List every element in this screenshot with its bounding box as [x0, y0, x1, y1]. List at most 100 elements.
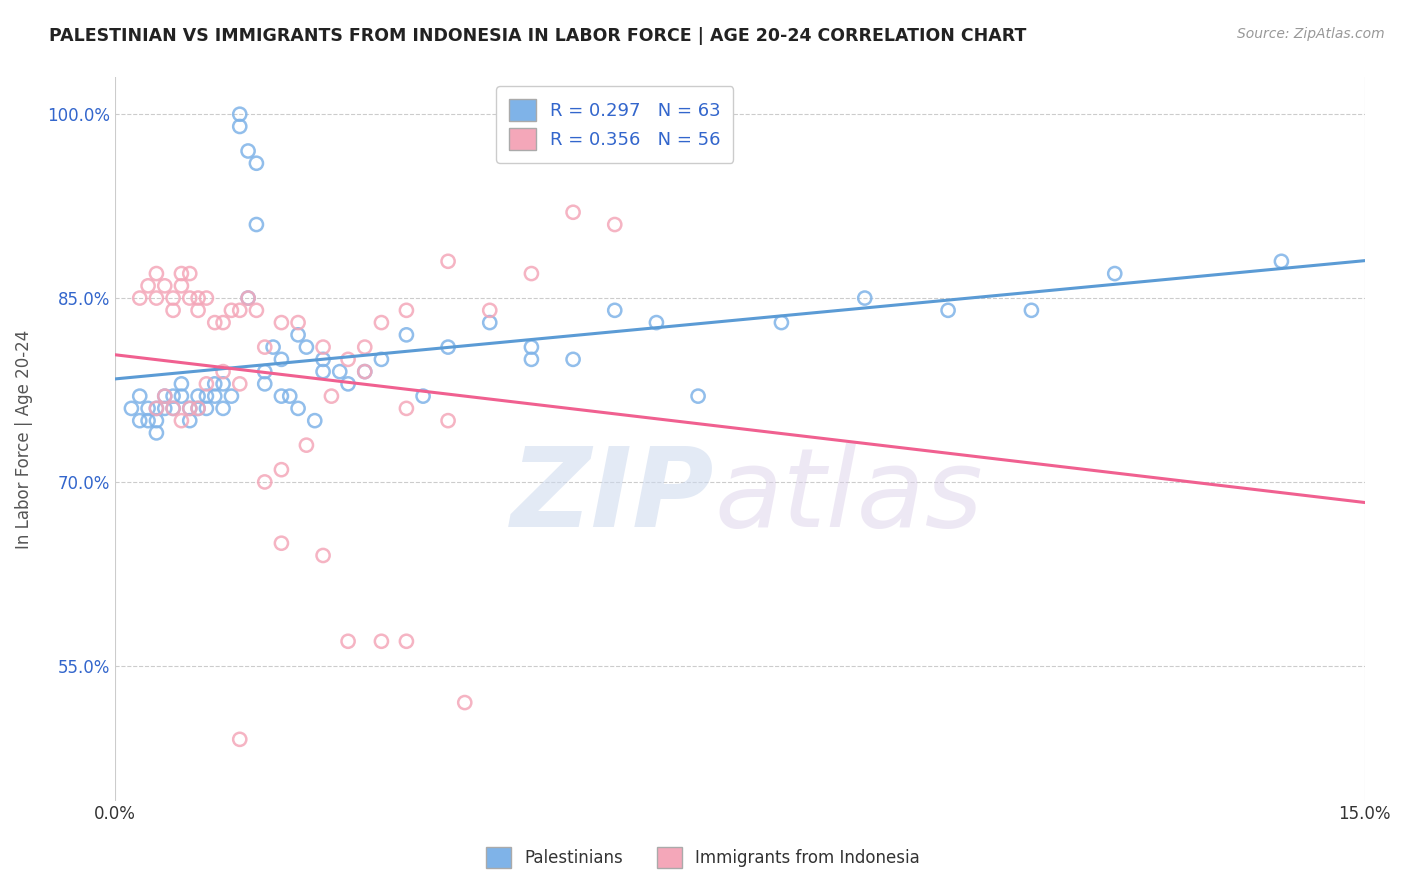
Point: [645, 316, 668, 330]
Point: [478, 316, 501, 330]
Point: [270, 352, 292, 367]
Y-axis label: In Labor Force | Age 20-24: In Labor Force | Age 20-24: [15, 329, 32, 549]
Point: [120, 401, 142, 416]
Point: [370, 316, 392, 330]
Point: [312, 365, 335, 379]
Point: [454, 696, 477, 710]
Point: [136, 414, 159, 428]
Text: Source: ZipAtlas.com: Source: ZipAtlas.com: [1237, 27, 1385, 41]
Point: [329, 365, 352, 379]
Point: [412, 389, 434, 403]
Point: [145, 267, 167, 281]
Point: [312, 340, 335, 354]
Point: [1104, 267, 1126, 281]
Point: [195, 401, 218, 416]
Point: [437, 414, 460, 428]
Point: [520, 267, 543, 281]
Point: [370, 634, 392, 648]
Point: [153, 401, 176, 416]
Point: [395, 303, 418, 318]
Point: [162, 401, 184, 416]
Point: [221, 303, 243, 318]
Point: [1270, 254, 1292, 268]
Point: [395, 634, 418, 648]
Point: [562, 205, 585, 219]
Point: [128, 389, 150, 403]
Point: [229, 303, 252, 318]
Point: [253, 340, 276, 354]
Point: [195, 376, 218, 391]
Point: [195, 291, 218, 305]
Point: [562, 352, 585, 367]
Point: [321, 389, 343, 403]
Point: [936, 303, 959, 318]
Point: [287, 327, 309, 342]
Point: [603, 218, 626, 232]
Point: [295, 340, 318, 354]
Point: [1021, 303, 1043, 318]
Point: [128, 291, 150, 305]
Point: [337, 634, 360, 648]
Point: [245, 156, 267, 170]
Point: [187, 303, 209, 318]
Point: [145, 414, 167, 428]
Point: [162, 401, 184, 416]
Legend: Palestinians, Immigrants from Indonesia: Palestinians, Immigrants from Indonesia: [475, 836, 931, 880]
Point: [170, 389, 193, 403]
Point: [770, 316, 793, 330]
Point: [170, 376, 193, 391]
Point: [170, 414, 193, 428]
Point: [179, 291, 201, 305]
Text: PALESTINIAN VS IMMIGRANTS FROM INDONESIA IN LABOR FORCE | AGE 20-24 CORRELATION : PALESTINIAN VS IMMIGRANTS FROM INDONESIA…: [49, 27, 1026, 45]
Point: [145, 425, 167, 440]
Point: [212, 316, 235, 330]
Point: [270, 316, 292, 330]
Point: [212, 365, 235, 379]
Point: [221, 389, 243, 403]
Point: [212, 401, 235, 416]
Point: [353, 365, 375, 379]
Point: [236, 291, 259, 305]
Point: [187, 291, 209, 305]
Point: [153, 278, 176, 293]
Point: [688, 389, 710, 403]
Point: [278, 389, 301, 403]
Point: [229, 120, 252, 134]
Point: [287, 316, 309, 330]
Point: [170, 278, 193, 293]
Point: [128, 414, 150, 428]
Text: ZIP: ZIP: [512, 443, 714, 550]
Point: [179, 267, 201, 281]
Point: [312, 549, 335, 563]
Point: [170, 267, 193, 281]
Point: [145, 291, 167, 305]
Point: [179, 414, 201, 428]
Point: [136, 401, 159, 416]
Point: [145, 401, 167, 416]
Point: [353, 340, 375, 354]
Point: [236, 291, 259, 305]
Point: [478, 303, 501, 318]
Point: [520, 340, 543, 354]
Point: [337, 376, 360, 391]
Point: [153, 389, 176, 403]
Point: [162, 303, 184, 318]
Point: [179, 401, 201, 416]
Point: [187, 401, 209, 416]
Point: [204, 376, 226, 391]
Point: [253, 376, 276, 391]
Point: [437, 340, 460, 354]
Point: [253, 475, 276, 489]
Text: atlas: atlas: [714, 443, 983, 550]
Point: [304, 414, 326, 428]
Point: [204, 316, 226, 330]
Point: [229, 107, 252, 121]
Point: [270, 536, 292, 550]
Point: [162, 291, 184, 305]
Point: [395, 327, 418, 342]
Point: [520, 352, 543, 367]
Point: [853, 291, 876, 305]
Point: [270, 463, 292, 477]
Point: [187, 389, 209, 403]
Point: [287, 401, 309, 416]
